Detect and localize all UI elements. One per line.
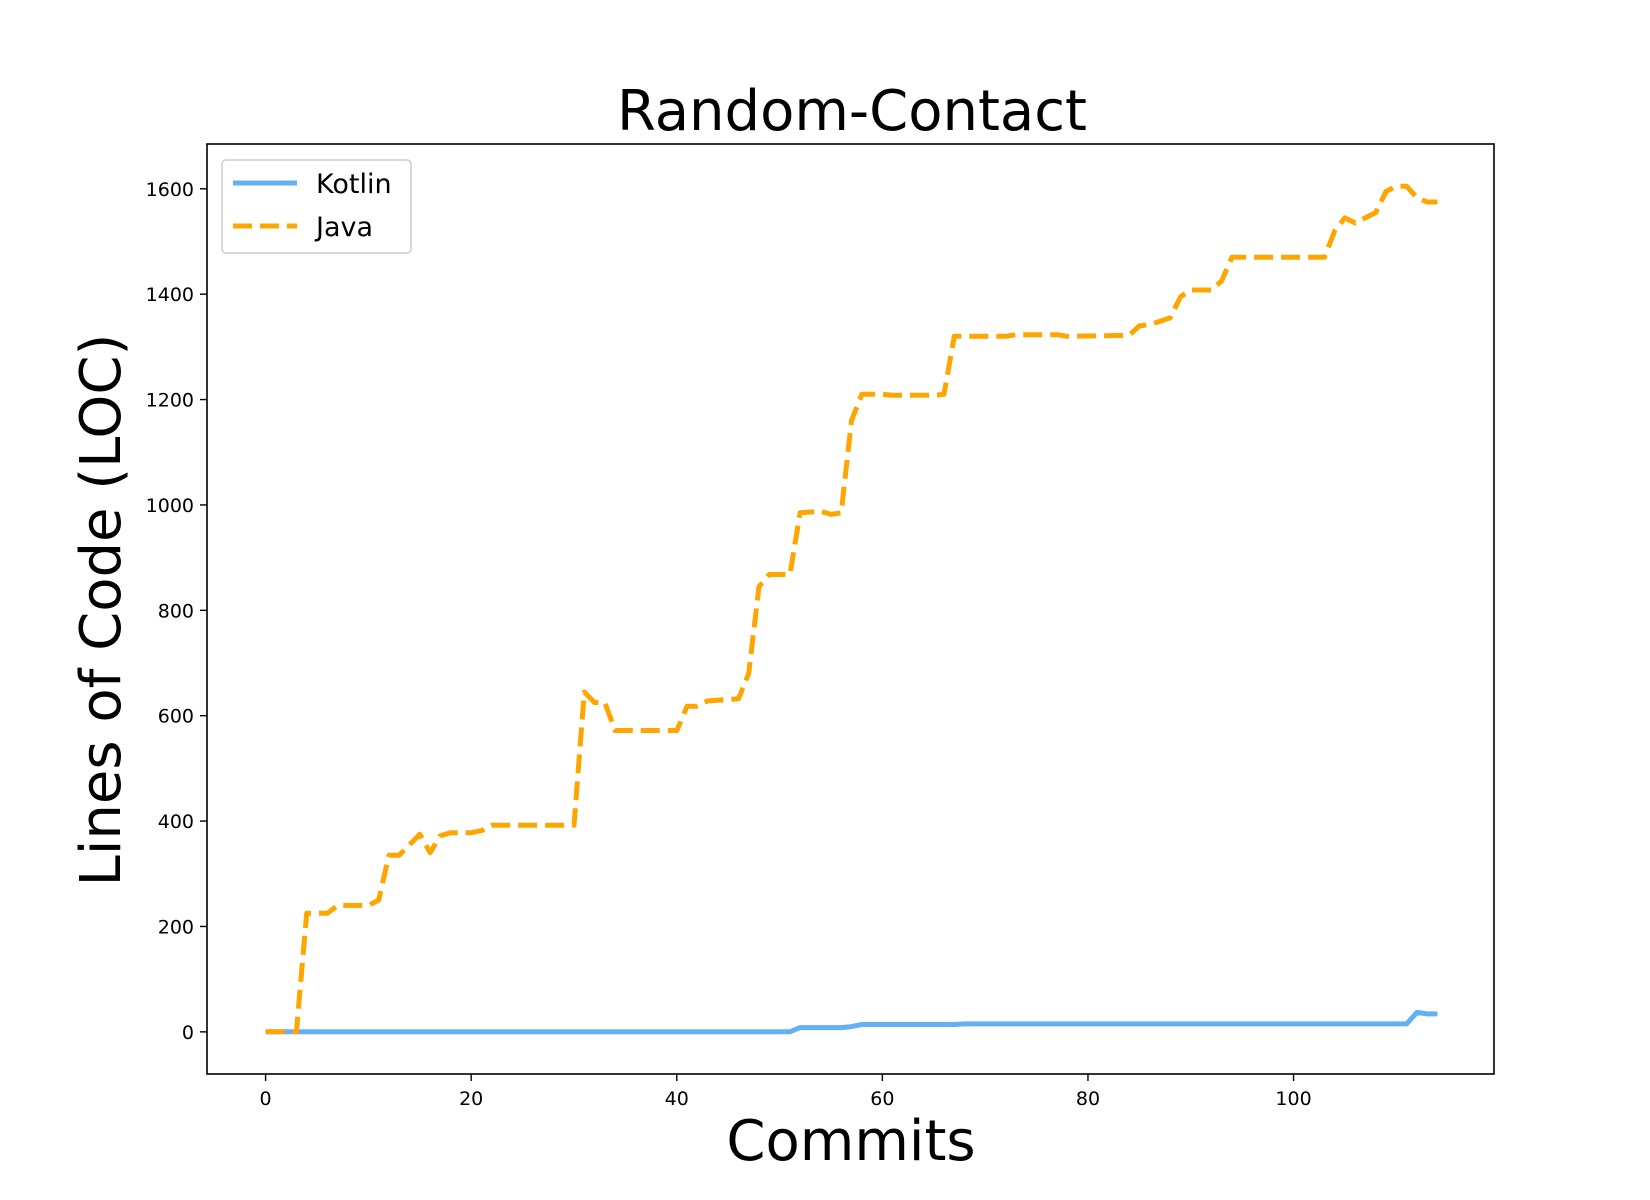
x-tick-label: 20 bbox=[459, 1088, 483, 1110]
legend-label-java: Java bbox=[314, 212, 373, 243]
y-tick-label: 0 bbox=[182, 1022, 194, 1044]
series-line-kotlin bbox=[265, 1009, 1438, 1035]
y-tick-label: 1200 bbox=[146, 390, 194, 412]
y-axis-ticks: 0 200 400 600 800 1000 1200 1400 1600 bbox=[146, 179, 207, 1044]
x-tick-label: 100 bbox=[1275, 1088, 1311, 1110]
x-axis-ticks: 0 20 40 60 80 100 bbox=[260, 1074, 1312, 1110]
plot-lines bbox=[265, 183, 1438, 1035]
y-tick-label: 800 bbox=[158, 600, 194, 622]
chart-title: Random-Contact bbox=[617, 79, 1087, 144]
legend: Kotlin Java bbox=[221, 159, 412, 254]
x-tick-label: 80 bbox=[1076, 1088, 1100, 1110]
y-axis-label: Lines of Code (LOC) bbox=[69, 334, 134, 887]
y-tick-label: 400 bbox=[158, 811, 194, 833]
y-tick-label: 1600 bbox=[146, 179, 194, 201]
x-tick-label: 0 bbox=[260, 1088, 272, 1110]
x-tick-label: 40 bbox=[665, 1088, 689, 1110]
y-tick-label: 1000 bbox=[146, 495, 194, 517]
y-tick-label: 1400 bbox=[146, 284, 194, 306]
y-tick-label: 200 bbox=[158, 916, 194, 938]
x-axis-label: Commits bbox=[726, 1109, 975, 1174]
legend-label-kotlin: Kotlin bbox=[316, 169, 392, 200]
x-tick-label: 60 bbox=[870, 1088, 894, 1110]
plot-frame bbox=[206, 143, 1495, 1075]
y-tick-label: 600 bbox=[158, 706, 194, 728]
series-line-java bbox=[265, 183, 1438, 1035]
